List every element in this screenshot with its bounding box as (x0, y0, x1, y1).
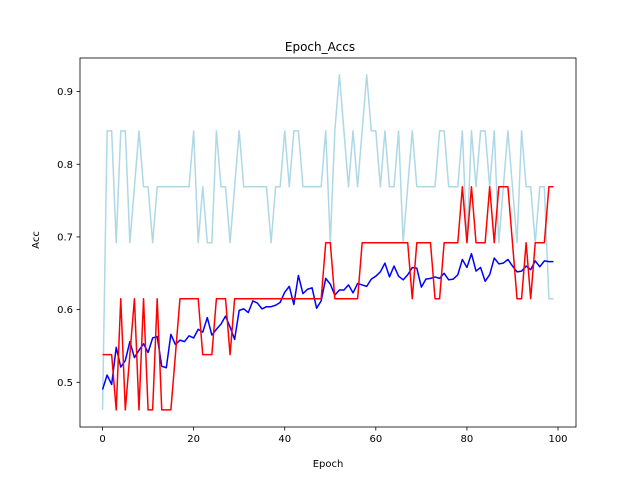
x-tick-label: 20 (187, 434, 200, 445)
x-tick-label: 0 (99, 434, 105, 445)
x-tick-label: 60 (369, 434, 382, 445)
series-line-1 (101, 74, 554, 410)
x-tick-label: 40 (278, 434, 291, 445)
chart-title: Epoch_Accs (285, 40, 355, 54)
y-axis-label: Acc (31, 231, 42, 249)
x-axis-ticks: 0 20 40 60 80 100 (99, 427, 568, 445)
x-axis-label: Epoch (313, 459, 344, 470)
y-tick-label: 0.6 (57, 305, 73, 316)
series-line-2 (101, 252, 554, 390)
y-axis-ticks: 0.5 0.6 0.7 0.8 0.9 (57, 87, 80, 389)
series-line-3 (102, 186, 554, 411)
y-tick-label: 0.5 (57, 378, 73, 389)
y-tick-label: 0.8 (57, 160, 73, 171)
x-tick-label: 100 (548, 434, 567, 445)
y-tick-label: 0.9 (57, 87, 73, 98)
plot-lines (101, 74, 554, 411)
axes-frame (79, 57, 577, 428)
y-tick-label: 0.7 (57, 232, 73, 243)
x-tick-label: 80 (461, 434, 474, 445)
